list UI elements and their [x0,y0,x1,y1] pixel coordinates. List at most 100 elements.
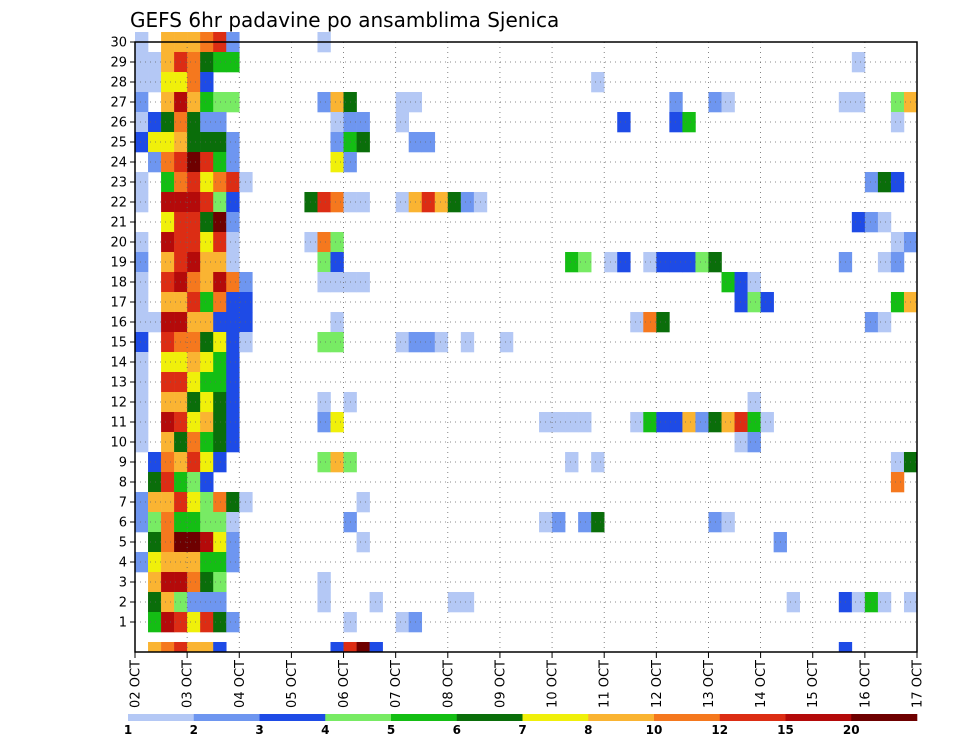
heatmap-cell [187,452,201,473]
heatmap-cell [200,232,214,253]
heatmap-cell [213,572,227,593]
heatmap-cell [187,612,201,633]
heatmap-cell [226,172,240,193]
heatmap-cell [148,612,162,633]
x-tick-label: 17 OCT [911,660,926,708]
heatmap-cell [200,132,214,153]
heatmap-cell [695,252,709,273]
colorbar-label: 5 [387,723,395,737]
heatmap-cell [161,232,175,253]
heatmap-cell [200,642,214,653]
heatmap-cell [135,92,149,113]
heatmap-cell [656,412,670,433]
heatmap-cell [213,92,227,113]
heatmap-cell [421,192,436,213]
heatmap-cell [460,192,475,213]
heatmap-cell [330,232,344,253]
x-tick-label: 06 OCT [337,660,352,708]
heatmap-cell [682,112,696,133]
heatmap-cell [187,352,201,373]
heatmap-cell [200,412,214,433]
colorbar-label: 10 [646,723,663,737]
y-tick-label: 12 [110,396,127,411]
heatmap-cell [213,52,227,73]
heatmap-cell [226,392,240,413]
heatmap-cell [591,72,605,93]
heatmap-cell [213,112,227,133]
heatmap-cell [187,112,201,133]
heatmap-cell [851,592,866,613]
heatmap-cell [135,312,149,333]
heatmap-cell [187,532,201,553]
heatmap-cell [304,192,318,213]
y-axis-ticks: 1234567891011121314151617181920212223242… [110,36,135,631]
heatmap-cell [135,392,149,413]
heatmap-cell [135,132,149,153]
heatmap-cell [786,592,800,613]
y-tick-label: 19 [110,256,127,271]
heatmap-cell [747,432,761,453]
y-tick-label: 5 [119,536,127,551]
heatmap-cell [148,572,162,593]
heatmap-cell [161,512,175,533]
x-tick-label: 14 OCT [754,660,769,708]
heatmap-cell [200,532,214,553]
heatmap-cell [161,72,175,93]
x-tick-label: 04 OCT [233,660,248,708]
heatmap-cell [200,92,214,113]
heatmap-cell [330,152,344,173]
heatmap-cell [890,232,905,253]
heatmap-cell [187,432,201,453]
y-tick-label: 4 [119,556,127,571]
heatmap-cell [734,272,748,293]
x-axis-ticks: 02 OCT 03 OCT 04 OCT 05 OCT 06 OCT 07 OCT 08 O… [129,652,926,708]
y-tick-label: 27 [110,96,127,111]
heatmap-cell [200,312,214,333]
heatmap-cell [669,412,683,433]
heatmap-cell [734,292,748,313]
heatmap-cell [695,412,709,433]
heatmap-cells [135,32,918,653]
heatmap-cell [161,272,175,293]
y-tick-label: 29 [110,56,127,71]
x-tick-label: 16 OCT [858,660,873,708]
heatmap-cell [148,112,162,133]
heatmap-cell [174,642,188,653]
heatmap-cell [395,192,409,213]
heatmap-cell [161,52,175,73]
heatmap-cell [395,612,409,633]
heatmap-cell [669,112,683,133]
heatmap-cell [760,412,774,433]
heatmap-cell [187,232,201,253]
heatmap-cell [317,452,331,473]
heatmap-cell [356,132,370,153]
heatmap-cell [135,412,149,433]
heatmap-cell [213,392,227,413]
heatmap-cell [721,412,735,433]
heatmap-cell [161,92,175,113]
heatmap-cell [200,552,214,573]
heatmap-cell [213,152,227,173]
heatmap-cell [499,332,514,353]
heatmap-cell [200,332,214,353]
grid-lines [135,41,917,652]
colorbar-label: 15 [777,723,794,737]
y-tick-label: 1 [119,616,127,631]
heatmap-cell [161,332,175,353]
heatmap-cell [200,192,214,213]
heatmap-cell [200,52,214,73]
heatmap-cell [148,532,162,553]
colorbar-segment [193,714,260,721]
heatmap-cell [226,552,240,573]
heatmap-cell [200,72,214,93]
heatmap-cell [226,52,240,73]
heatmap-cell [864,592,879,613]
heatmap-cell [226,492,240,513]
heatmap-cell [148,72,162,93]
chart-title: GEFS 6hr padavine po ansamblima Sjenica [130,8,559,32]
heatmap-cell [434,332,449,353]
heatmap-cell [161,642,175,653]
x-tick-label: 13 OCT [702,660,717,708]
heatmap-cell [213,312,227,333]
heatmap-cell [890,172,905,193]
